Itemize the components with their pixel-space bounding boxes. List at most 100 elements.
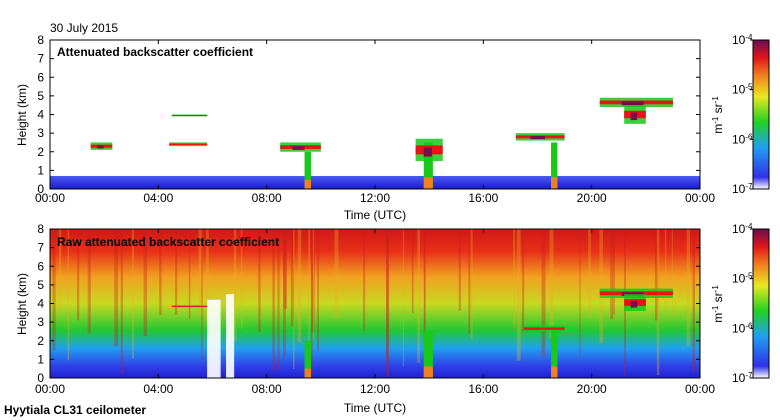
x-tick-label: 08:00 xyxy=(252,191,282,205)
y-tick-label: 7 xyxy=(37,52,44,66)
x-tick-label: 16:00 xyxy=(468,191,498,205)
noise-streak xyxy=(610,229,614,320)
x-tick-label: 04:00 xyxy=(143,382,173,396)
noise-streak xyxy=(198,229,203,317)
noise-streak xyxy=(233,229,237,342)
cloud-core xyxy=(523,327,565,330)
noise-streak xyxy=(114,229,119,347)
x-axis-label: Time (UTC) xyxy=(344,208,406,222)
noise-streak xyxy=(258,229,261,333)
y-tick-label: 5 xyxy=(37,278,44,292)
noise-streak xyxy=(656,229,660,376)
y-tick-label: 0 xyxy=(37,371,44,385)
x-tick-label: 00:00 xyxy=(685,382,715,396)
x-tick-label: 12:00 xyxy=(360,382,390,396)
x-axis: 00:00 04:00 08:00 12:00 16:00 20:00 00:00 xyxy=(35,40,715,205)
y-tick-label: 8 xyxy=(37,33,44,47)
y-tick-label: 3 xyxy=(37,126,44,140)
cloud-core xyxy=(171,115,208,117)
y-tick-label: 0 xyxy=(37,182,44,196)
y-tick-label: 6 xyxy=(37,70,44,84)
panel-attenuated-backscatter: Attenuated backscatter coefficient 0 1 2 3 4… xyxy=(15,33,770,222)
precip-column xyxy=(551,142,558,189)
noise-streak xyxy=(175,229,178,315)
precip-column xyxy=(304,340,311,378)
noise-streak xyxy=(87,229,91,334)
noise-streak xyxy=(312,229,315,341)
colorbar-tick-label: 10-7 xyxy=(732,182,753,197)
y-axis: 0 1 2 3 4 5 6 7 8 xyxy=(37,222,700,385)
noise-streak xyxy=(671,229,673,316)
cloud-peak xyxy=(621,101,644,106)
x-tick-label: 00:00 xyxy=(685,191,715,205)
precip-column xyxy=(551,331,558,378)
noise-streak xyxy=(541,229,546,357)
noise-streak xyxy=(188,229,191,319)
noise-streak xyxy=(664,229,667,311)
y-tick-label: 2 xyxy=(37,334,44,348)
noise-streak xyxy=(363,229,366,331)
noise-streak xyxy=(402,229,404,367)
noise-streak xyxy=(317,229,319,352)
colorbar-tick-label: 10-5 xyxy=(732,82,753,97)
colorbar-unit: m-1 sr-1 xyxy=(711,96,726,134)
noise-streak xyxy=(308,229,310,351)
noise-streak xyxy=(143,229,148,337)
noise-streak xyxy=(240,229,243,329)
colorbar-gradient xyxy=(752,228,770,379)
x-axis-label: Time (UTC) xyxy=(344,401,406,415)
panel-title: Raw attenuated backscatter coefficient xyxy=(57,235,279,249)
boundary-layer xyxy=(50,175,700,189)
noise-streak xyxy=(423,229,426,337)
precip-column-base xyxy=(304,368,311,378)
colorbar-tick-label: 10-6 xyxy=(732,321,753,336)
noise-streak xyxy=(283,229,287,309)
noise-streak xyxy=(311,229,313,375)
precip-column-base xyxy=(423,366,433,378)
colorbar-unit: m-1 sr-1 xyxy=(711,285,726,323)
y-tick-label: 3 xyxy=(37,315,44,329)
cloud-peak xyxy=(630,112,638,121)
noise-streak xyxy=(470,229,473,340)
panel-raw-backscatter: Raw attenuated backscatter coefficient 0… xyxy=(15,222,770,415)
precip-column-base xyxy=(304,179,311,189)
noise-streak xyxy=(52,229,56,351)
noise-streak xyxy=(132,229,134,359)
x-tick-label: 00:00 xyxy=(35,382,65,396)
y-tick-label: 4 xyxy=(37,297,44,311)
noise-streak xyxy=(67,229,70,361)
noise-streak xyxy=(513,229,515,324)
y-tick-label: 8 xyxy=(37,222,44,236)
y-axis-label: Height (km) xyxy=(15,84,29,146)
precip-column-base xyxy=(551,177,558,189)
noise-streak xyxy=(277,229,280,370)
noise-streak xyxy=(424,229,426,330)
noise-streak xyxy=(283,229,286,358)
noise-streak xyxy=(692,229,696,372)
noise-streak xyxy=(77,229,80,321)
x-tick-label: 04:00 xyxy=(143,191,173,205)
x-tick-label: 20:00 xyxy=(577,382,607,396)
noise-streak xyxy=(468,229,471,334)
noise-streak xyxy=(549,229,554,339)
heatmap-layer xyxy=(50,229,700,378)
y-tick-label: 1 xyxy=(37,352,44,366)
noise-streak xyxy=(613,229,615,315)
cloud-core xyxy=(171,305,208,307)
noise-streak xyxy=(297,229,302,343)
noise-streak xyxy=(579,229,581,359)
colorbar-tick-label: 10-6 xyxy=(732,132,753,147)
precip-column xyxy=(423,142,433,189)
cloud-peak xyxy=(97,145,104,149)
cloud-peak xyxy=(292,146,305,150)
noise-streak xyxy=(588,229,591,317)
noise-streak xyxy=(58,229,62,311)
noise-streak xyxy=(654,229,659,321)
colorbar: 10-4 10-5 10-6 10-7 m-1 sr-1 xyxy=(711,33,770,197)
noise-streak xyxy=(417,229,421,363)
precip-column-base xyxy=(423,177,433,189)
colorbar-tick-label: 10-7 xyxy=(732,371,753,386)
noise-streak xyxy=(159,229,162,316)
precip-column xyxy=(304,151,311,189)
noise-streak xyxy=(206,229,209,323)
